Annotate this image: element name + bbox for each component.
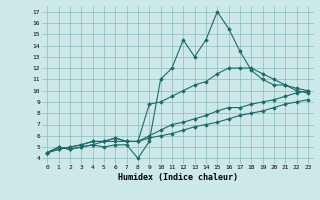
X-axis label: Humidex (Indice chaleur): Humidex (Indice chaleur) (118, 173, 237, 182)
